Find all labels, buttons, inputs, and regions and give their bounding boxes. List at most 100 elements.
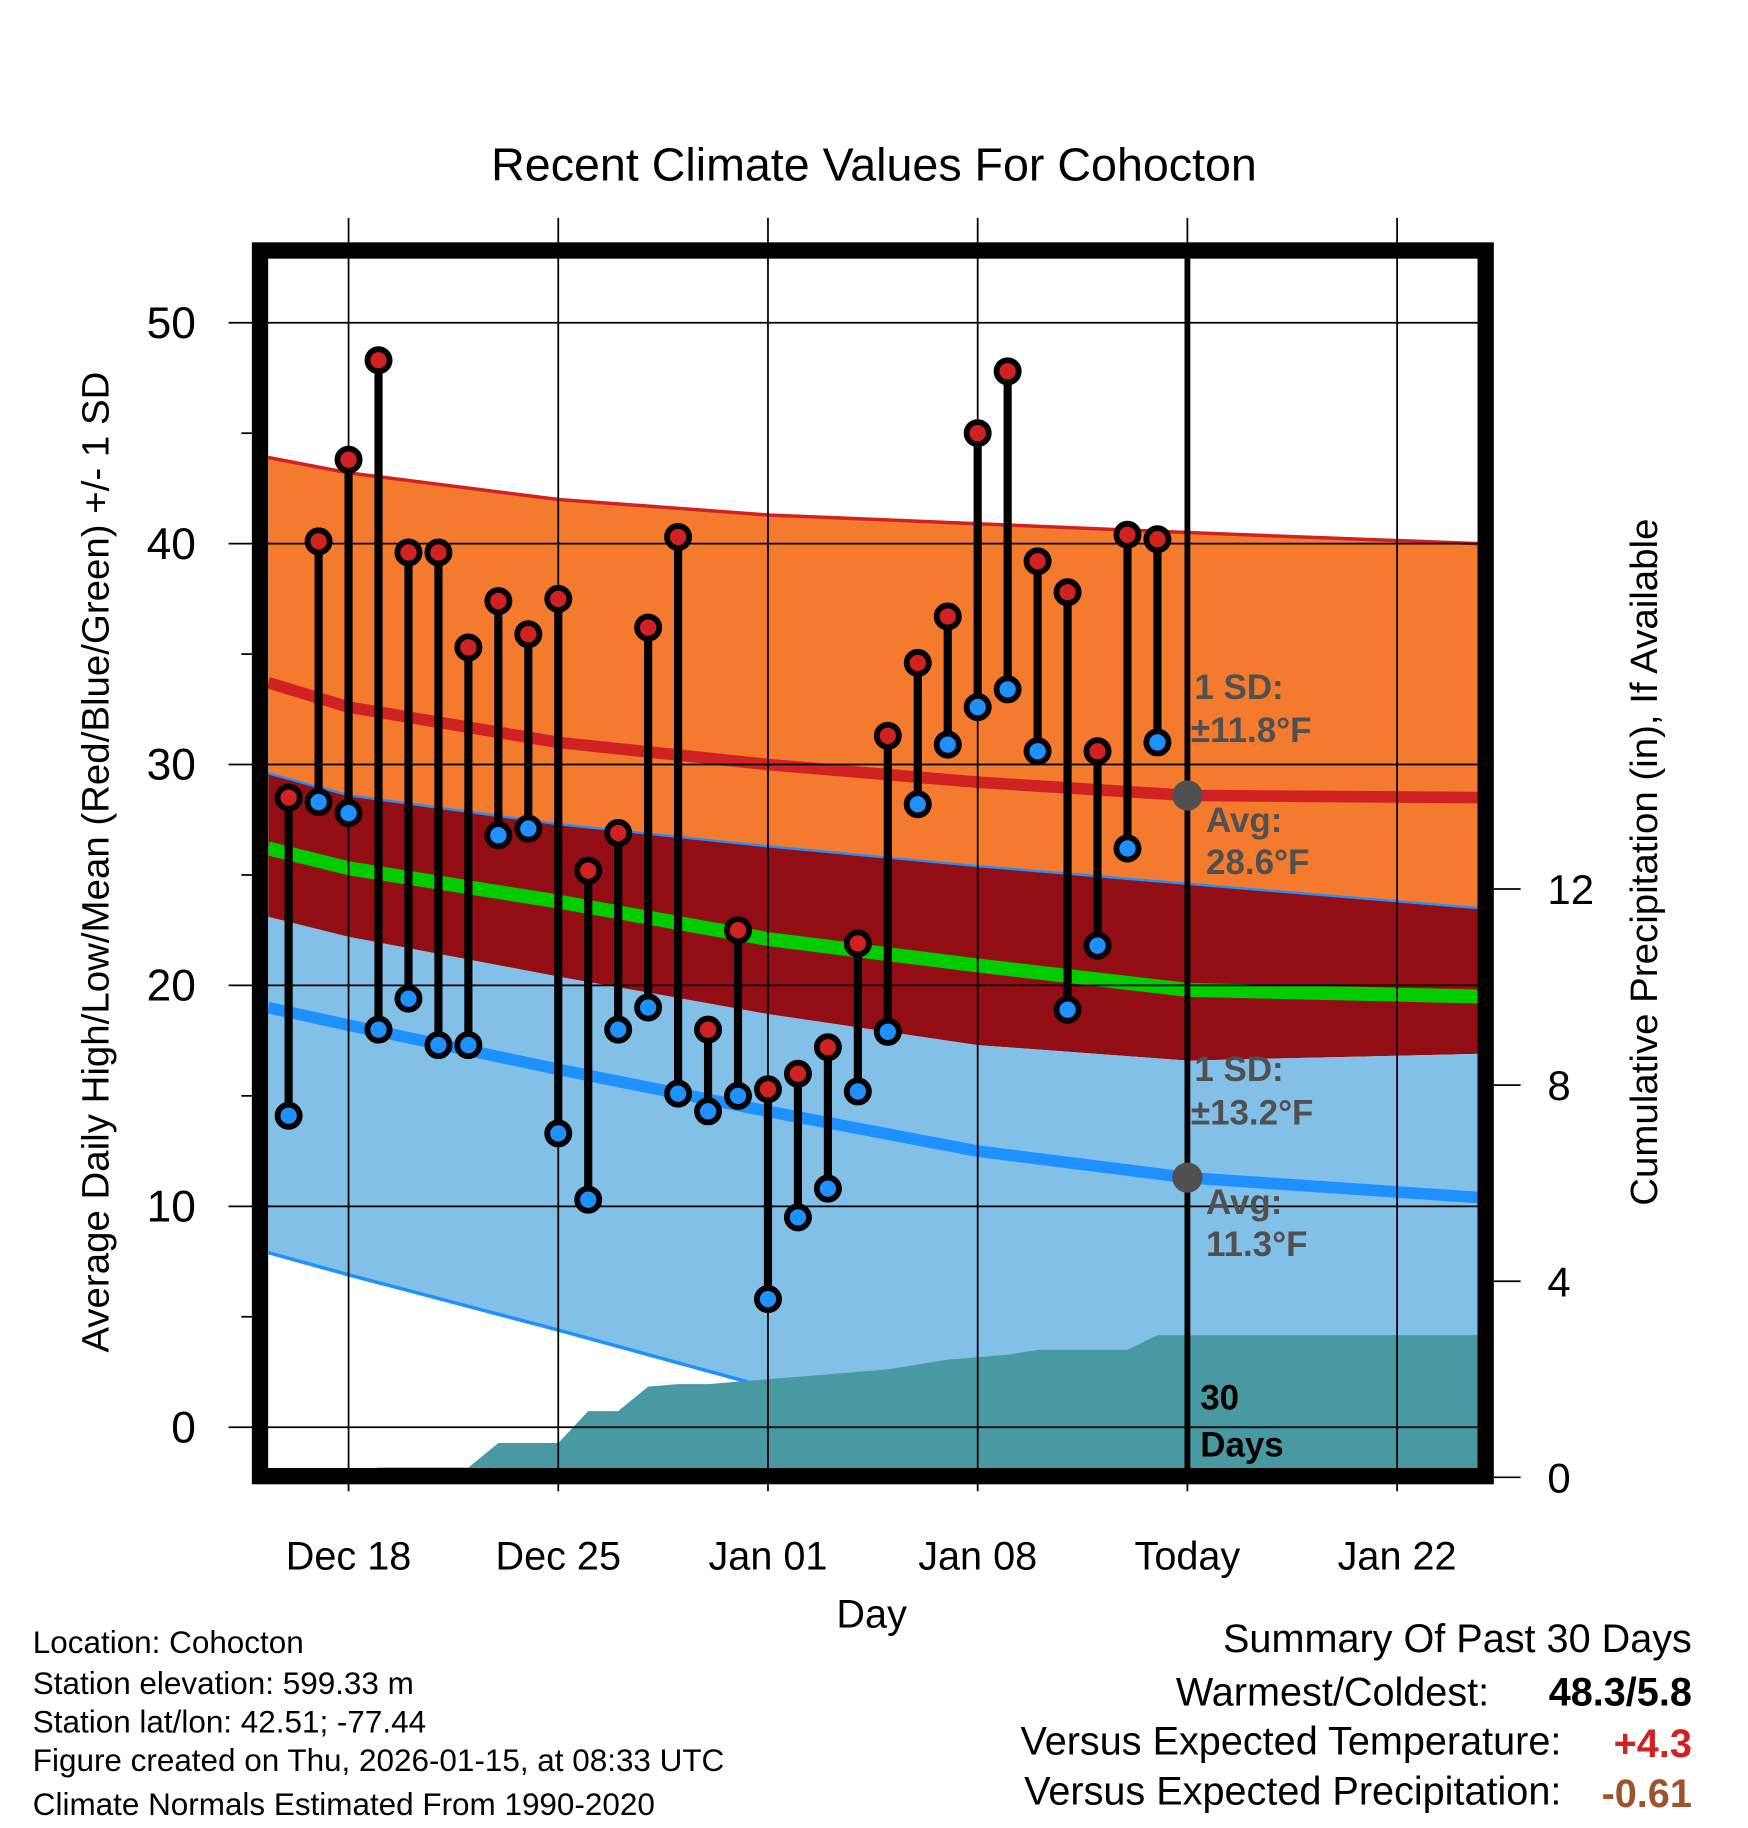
elevation-text: Station elevation: 599.33 m [33, 1666, 414, 1701]
today-high-avg-dot [1172, 780, 1203, 811]
high-point [454, 633, 483, 662]
high-point [334, 445, 363, 474]
summary-title: Summary Of Past 30 Days [1223, 1617, 1692, 1661]
low-point [843, 1077, 872, 1106]
high-point [574, 856, 603, 885]
high-point [903, 648, 932, 677]
high-point [634, 613, 663, 642]
low-point [694, 1097, 723, 1126]
y2-tick-label: 12 [1547, 866, 1594, 913]
low-point [634, 993, 663, 1022]
high-point [514, 620, 543, 649]
warmest-label: Warmest/Coldest: [1176, 1671, 1489, 1715]
temp-label: Versus Expected Temperature: [1020, 1720, 1561, 1764]
high-sd-value: ±11.8°F [1191, 711, 1312, 750]
plot-frame [251, 242, 1494, 1485]
y-tick-label: 20 [147, 962, 196, 1011]
high-point [1023, 547, 1052, 576]
warmest-value: 48.3/5.8 [1549, 1671, 1692, 1715]
y-tick-label: 30 [147, 741, 196, 790]
low-point [664, 1079, 693, 1108]
high-point [783, 1059, 812, 1088]
low-point [484, 821, 513, 850]
latlon-text: Station lat/lon: 42.51; -77.44 [33, 1704, 426, 1739]
high-point [843, 929, 872, 958]
high-point [963, 419, 992, 448]
y-tick-label: 50 [147, 299, 196, 348]
x-tick-label: Jan 01 [709, 1534, 828, 1578]
location-text: Location: Cohocton [33, 1625, 304, 1660]
low-point [454, 1031, 483, 1060]
high-point [484, 587, 513, 616]
high-point [544, 584, 573, 613]
high-point [664, 523, 693, 551]
low-point [394, 984, 423, 1013]
x-tick-label: Jan 08 [918, 1534, 1037, 1578]
low-point [334, 799, 363, 828]
high-point [753, 1075, 782, 1104]
low-sd-band [268, 916, 1478, 1468]
low-point [963, 693, 992, 722]
chart-title: Recent Climate Values For Cohocton [491, 139, 1257, 191]
high-point [724, 916, 752, 945]
low-point [364, 1015, 393, 1044]
high-point [1113, 520, 1142, 549]
high-point [873, 721, 902, 750]
summary-panel: Summary Of Past 30 Days Warmest/Coldest:… [1020, 1617, 1691, 1816]
x-axis-label: Day [836, 1593, 907, 1637]
y-tick-label: 40 [147, 520, 196, 569]
low-point [424, 1031, 453, 1060]
low-point [1053, 995, 1082, 1024]
station-info: Location: Cohocton Station elevation: 59… [33, 1625, 724, 1822]
high-point [604, 819, 633, 847]
high-sd-label: 1 SD: [1194, 668, 1283, 707]
data-marks [274, 258, 1203, 1468]
high-point [993, 357, 1022, 386]
normals-text: Climate Normals Estimated From 1990-2020 [33, 1787, 655, 1822]
low-point [304, 788, 333, 817]
x-tick-label: Dec 25 [496, 1534, 622, 1578]
y-axis-label: Average Daily High/Low/Mean (Red/Blue/Gr… [75, 372, 118, 1353]
precip-value: -0.61 [1602, 1772, 1692, 1816]
y2-tick-label: 0 [1547, 1454, 1570, 1501]
low-point [1083, 931, 1112, 960]
high-point [933, 602, 962, 631]
days-count-label: 30 [1200, 1379, 1239, 1418]
temp-value: +4.3 [1614, 1722, 1692, 1766]
annotations: 1 SD: ±11.8°F Avg: 28.6°F 1 SD: ±13.2°F … [1191, 668, 1314, 1464]
low-point [783, 1203, 812, 1232]
high-point [274, 783, 303, 812]
low-point [1023, 737, 1052, 766]
high-point [694, 1015, 723, 1044]
days-label: Days [1200, 1425, 1284, 1464]
x-tick-label: Dec 18 [286, 1534, 412, 1578]
low-point [933, 730, 962, 759]
x-tick-label: Today [1135, 1534, 1241, 1578]
high-point [364, 346, 393, 375]
low-point [903, 790, 932, 819]
normals-bands [268, 455, 1478, 1468]
created-text: Figure created on Thu, 2026-01-15, at 08… [33, 1743, 724, 1778]
y-tick-label: 0 [171, 1403, 196, 1452]
low-point [1143, 728, 1172, 757]
axes: 0 10 20 30 40 50 0 4 8 12 Dec 18 Dec 25 Jan 01 Jan 08… [147, 299, 1594, 1578]
high-point [1053, 578, 1082, 607]
y2-tick-label: 8 [1547, 1062, 1570, 1109]
low-sd-value: ±13.2°F [1191, 1093, 1314, 1132]
low-point [993, 675, 1022, 704]
low-point [873, 1017, 902, 1046]
high-point [304, 527, 333, 556]
high-avg-value: 28.6°F [1206, 843, 1309, 882]
low-sd-label: 1 SD: [1194, 1050, 1283, 1089]
y2-axis-label: Cumulative Precipitation (in), If Availa… [1623, 519, 1666, 1206]
today-low-avg-dot [1172, 1162, 1203, 1193]
y2-tick-label: 4 [1547, 1258, 1570, 1305]
low-point [724, 1081, 752, 1110]
high-point [813, 1033, 842, 1062]
precip-area [377, 1335, 1478, 1468]
low-point [574, 1185, 603, 1214]
low-point [544, 1119, 573, 1148]
low-point [753, 1285, 782, 1314]
high-point [1083, 737, 1112, 766]
